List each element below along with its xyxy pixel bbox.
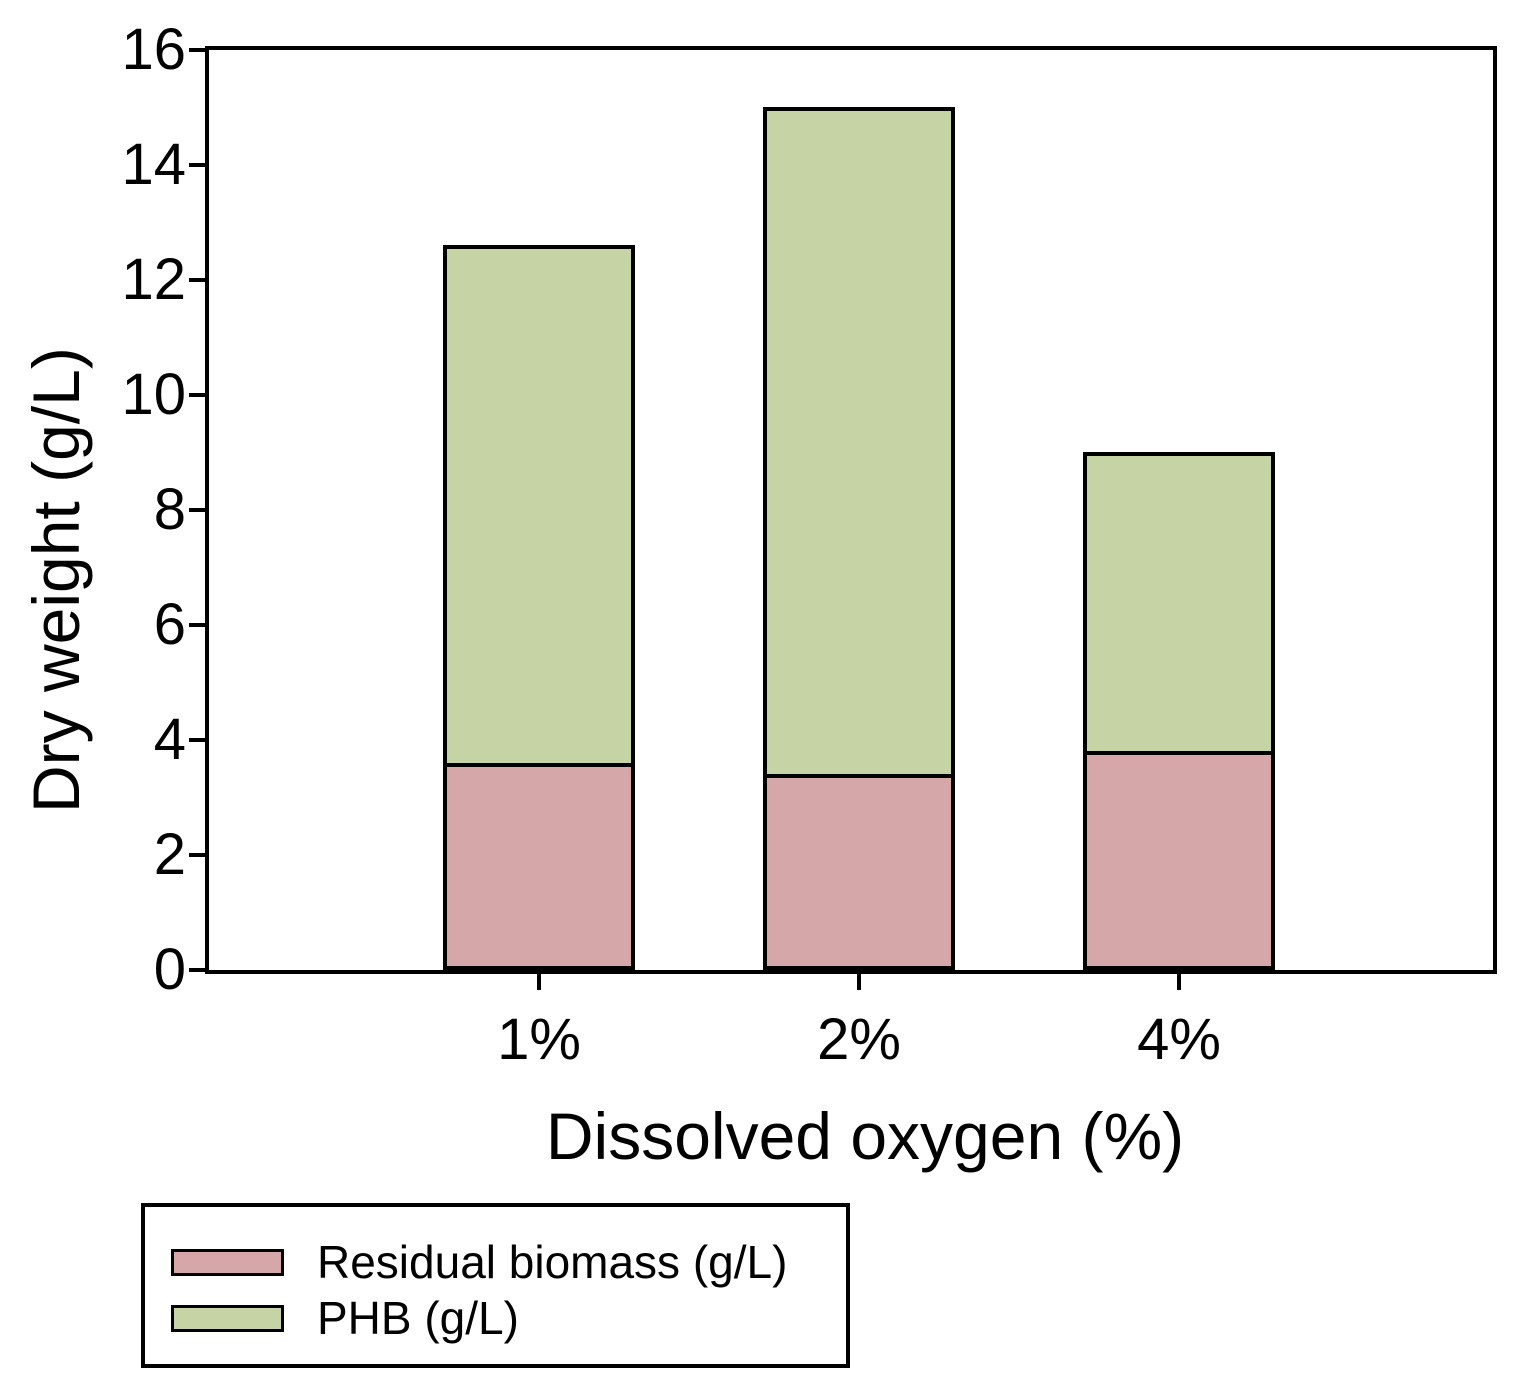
- legend-box: Residual biomass (g/L) PHB (g/L): [141, 1203, 850, 1368]
- y-tick-label-10: 10: [121, 362, 186, 427]
- y-tick-label-14: 14: [121, 132, 186, 197]
- x-tick-1%: [537, 974, 541, 990]
- y-tick-label-16: 16: [121, 17, 186, 82]
- y-tick-4: [189, 738, 205, 742]
- x-tick-4%: [1177, 974, 1181, 990]
- legend-label-phb: PHB (g/L): [317, 1292, 519, 1344]
- bar-segment-residual-biomass-1%: [443, 763, 635, 970]
- x-tick-label-4%: 4%: [1137, 1007, 1221, 1072]
- y-tick-label-8: 8: [153, 477, 186, 542]
- y-tick-0: [189, 968, 205, 972]
- x-tick-2%: [857, 974, 861, 990]
- y-tick-14: [189, 163, 205, 167]
- legend-swatch-phb: [171, 1304, 284, 1332]
- y-tick-2: [189, 853, 205, 857]
- bar-segment-phb-1%: [443, 245, 635, 767]
- y-tick-label-6: 6: [153, 592, 186, 657]
- y-tick-8: [189, 508, 205, 512]
- x-axis-title: Dissolved oxygen (%): [545, 1099, 1185, 1173]
- plot-area: [189, 46, 1497, 974]
- x-tick-label-1%: 1%: [497, 1007, 581, 1072]
- bar-segment-phb-2%: [763, 107, 955, 778]
- legend-item-residual-biomass: Residual biomass (g/L): [171, 1234, 787, 1290]
- y-tick-label-4: 4: [153, 707, 186, 772]
- y-tick-label-0: 0: [153, 937, 186, 1002]
- y-tick-label-12: 12: [121, 247, 186, 312]
- legend-item-phb: PHB (g/L): [171, 1290, 519, 1346]
- x-tick-label-2%: 2%: [817, 1007, 901, 1072]
- bar-segment-residual-biomass-4%: [1083, 751, 1275, 970]
- y-tick-6: [189, 623, 205, 627]
- legend-label-residual-biomass: Residual biomass (g/L): [317, 1236, 788, 1288]
- y-tick-16: [189, 48, 205, 52]
- y-tick-label-2: 2: [153, 822, 186, 887]
- bar-segment-residual-biomass-2%: [763, 774, 955, 970]
- y-tick-10: [189, 393, 205, 397]
- y-tick-12: [189, 278, 205, 282]
- bar-segment-phb-4%: [1083, 452, 1275, 755]
- legend-swatch-residual-biomass: [171, 1248, 284, 1276]
